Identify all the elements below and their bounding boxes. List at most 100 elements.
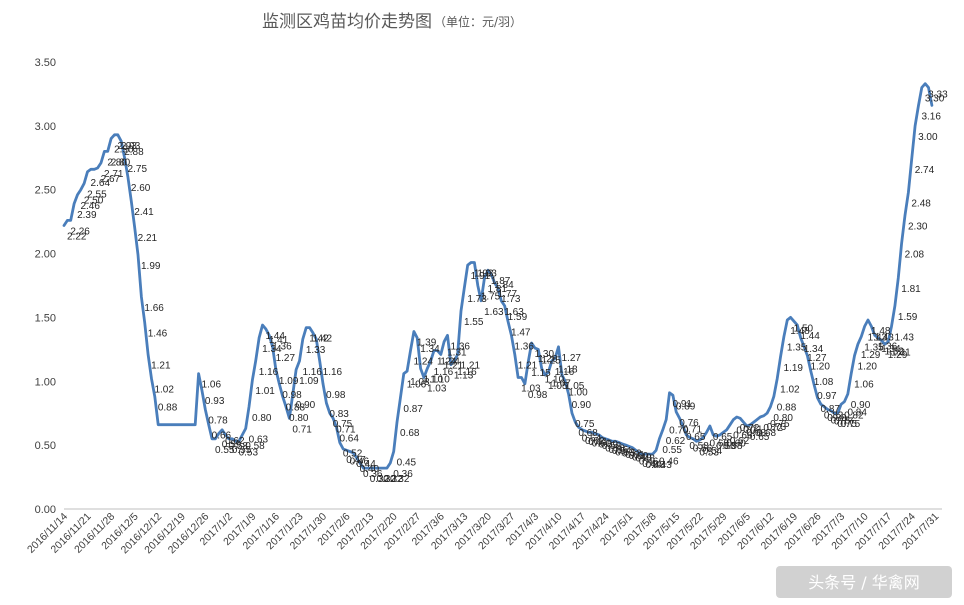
data-label: 0.73 <box>767 422 787 433</box>
data-point <box>655 449 657 451</box>
data-label: 1.34 <box>420 344 440 355</box>
data-label: 0.47 <box>346 455 366 466</box>
data-point <box>810 370 812 372</box>
data-label: 0.53 <box>615 447 635 458</box>
data-label: 1.75 <box>481 292 501 303</box>
data-label: 0.62 <box>225 436 245 447</box>
data-point <box>245 427 247 430</box>
data-point <box>857 343 859 345</box>
data-label: 1.16 <box>302 367 322 378</box>
data-label: 1.24 <box>437 357 457 368</box>
data-label: 0.58 <box>228 441 248 452</box>
data-point <box>315 338 317 340</box>
data-point <box>443 341 445 343</box>
data-point <box>208 424 210 426</box>
data-label: 1.03 <box>427 383 447 394</box>
data-label: 1.21 <box>518 360 538 371</box>
data-point <box>494 282 496 284</box>
data-label: 2.08 <box>905 249 925 260</box>
data-label: 2.30 <box>908 221 928 232</box>
data-point <box>285 406 287 408</box>
data-point <box>292 393 294 395</box>
data-point <box>736 416 738 418</box>
data-label: 1.81 <box>901 284 921 295</box>
data-label: 0.68 <box>757 428 777 439</box>
data-label: 3.16 <box>921 111 941 122</box>
data-point <box>231 438 233 440</box>
data-label: 2.26 <box>70 226 90 237</box>
data-label: 0.76 <box>679 418 699 429</box>
data-label: 1.21 <box>444 360 464 371</box>
data-label: 0.43 <box>646 460 666 471</box>
data-label: 1.46 <box>148 329 168 340</box>
data-label: 0.78 <box>831 415 851 426</box>
data-point <box>695 440 698 442</box>
data-label: 2.93 <box>117 141 137 152</box>
data-label: 0.98 <box>528 390 548 401</box>
data-point <box>621 443 624 445</box>
data-label: 0.89 <box>676 401 696 412</box>
data-point <box>403 373 405 375</box>
data-label: 1.16 <box>259 367 279 378</box>
data-label: 1.35 <box>864 343 884 354</box>
data-label: 0.58 <box>245 441 265 452</box>
data-label: 0.91 <box>673 399 693 410</box>
data-point <box>803 346 805 348</box>
watermark-backdrop <box>776 566 952 598</box>
data-point <box>433 350 435 352</box>
data-point <box>739 417 741 419</box>
data-point <box>800 337 802 339</box>
data-label: 0.56 <box>693 443 713 454</box>
data-point <box>642 453 644 455</box>
data-point <box>611 440 613 442</box>
data-point <box>675 411 677 413</box>
data-point <box>224 434 227 436</box>
data-label: 1.25 <box>541 355 561 366</box>
data-label: 0.64 <box>339 433 359 444</box>
data-point <box>594 433 597 435</box>
data-label: 0.61 <box>588 437 608 448</box>
data-point <box>860 336 862 338</box>
data-point <box>329 412 331 414</box>
data-label: 1.05 <box>565 381 585 392</box>
data-point <box>584 430 587 432</box>
data-label: 1.29 <box>888 350 908 361</box>
data-label: 0.32 <box>383 474 403 485</box>
data-label: 1.20 <box>810 362 830 373</box>
data-label: 1.06 <box>202 380 222 391</box>
data-label: 1.27 <box>276 353 296 364</box>
data-point <box>339 442 341 444</box>
data-label: 1.93 <box>477 269 497 280</box>
data-point <box>547 371 550 373</box>
data-label: 0.65 <box>686 432 706 443</box>
data-label: 0.48 <box>636 454 656 465</box>
data-label: 1.08 <box>410 377 430 388</box>
data-label: 0.51 <box>625 450 645 461</box>
data-label: 2.80 <box>107 157 127 168</box>
data-point <box>682 425 684 427</box>
data-point <box>685 434 687 436</box>
data-label: 1.63 <box>484 307 504 318</box>
data-point <box>699 439 701 441</box>
data-point <box>346 449 348 451</box>
data-label: 2.71 <box>104 169 124 180</box>
data-label: 0.64 <box>582 433 602 444</box>
data-label: 0.44 <box>642 459 662 470</box>
data-point <box>211 438 213 440</box>
data-point <box>154 396 156 398</box>
data-point <box>463 287 465 289</box>
data-label: 1.00 <box>568 387 588 398</box>
data-point <box>702 436 704 439</box>
data-point <box>80 189 82 191</box>
data-label: 1.34 <box>881 344 901 355</box>
data-label: 0.58 <box>716 441 736 452</box>
data-point <box>467 264 469 266</box>
data-point <box>305 327 307 329</box>
data-label: 1.31 <box>447 348 467 359</box>
data-point <box>235 440 237 442</box>
data-label: 1.10 <box>424 375 444 386</box>
data-point <box>218 433 220 435</box>
data-label: 1.09 <box>299 376 319 387</box>
data-label: 0.75 <box>333 419 353 430</box>
data-point <box>332 417 334 419</box>
